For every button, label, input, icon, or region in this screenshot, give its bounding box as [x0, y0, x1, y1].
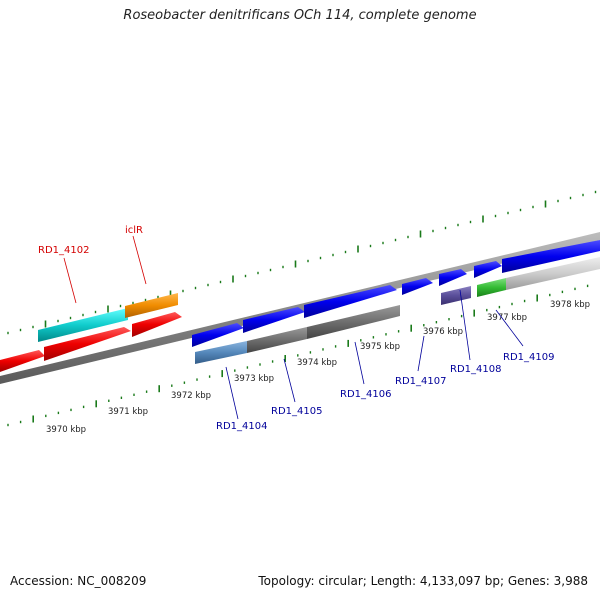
gene-feature: [44, 327, 131, 361]
leader-line: [459, 289, 471, 361]
forward-strand-genes: [0, 240, 600, 372]
accession-text: Accession: NC_008209: [10, 574, 147, 588]
upper-tick-row: [7, 190, 597, 335]
leader-line: [495, 309, 524, 347]
ruler-label: 3976 kbp: [423, 327, 463, 337]
leader-line: [354, 341, 365, 385]
gene-label-rd1-4105: RD1_4105: [271, 406, 322, 417]
ruler-label: 3973 kbp: [234, 374, 274, 384]
gene-feature: [243, 307, 305, 333]
gene-feature: [304, 285, 397, 318]
gene-feature: [307, 305, 400, 339]
ruler-labels: 3970 kbp 3971 kbp 3972 kbp 3973 kbp 3974…: [46, 300, 590, 435]
gene-feature: [192, 323, 244, 347]
gene-label-rd1-4109: RD1_4109: [503, 352, 554, 363]
gene-feature: [247, 327, 307, 353]
gene-feature: [474, 261, 502, 278]
gene-feature: [132, 312, 182, 337]
genome-summary: Topology: circular; Length: 4,133,097 bp…: [258, 574, 588, 588]
leader-line: [225, 366, 239, 420]
gene-feature: [38, 308, 128, 342]
gene-feature: [441, 286, 471, 305]
gene-label-rd1-4104: RD1_4104: [216, 421, 267, 432]
ruler-label: 3978 kbp: [550, 300, 590, 310]
lower-feature-row: [195, 257, 600, 364]
gene-label-iclr: iclR: [125, 225, 143, 236]
ruler-label: 3975 kbp: [360, 342, 400, 352]
ruler-label: 3972 kbp: [171, 391, 211, 401]
ruler-label: 3977 kbp: [487, 313, 527, 323]
leader-line: [283, 358, 296, 403]
gene-feature: [402, 278, 433, 295]
ruler-label: 3974 kbp: [297, 358, 337, 368]
gene-label-rd1-4107: RD1_4107: [395, 376, 446, 387]
ruler-label: 3970 kbp: [46, 425, 86, 435]
gene-feature: [0, 350, 45, 372]
leader-line: [63, 257, 77, 304]
gene-feature: [477, 278, 506, 297]
leader-line: [417, 335, 425, 372]
leader-line: [132, 235, 147, 285]
gene-feature: [439, 269, 467, 286]
gene-feature: [195, 341, 247, 364]
map-title: Roseobacter denitrificans OCh 114, compl…: [123, 8, 477, 23]
ruler-label: 3971 kbp: [108, 407, 148, 417]
genome-backbone: [0, 232, 600, 384]
gene-label-rd1-4108: RD1_4108: [450, 364, 501, 375]
gene-feature: [506, 257, 600, 290]
gene-feature: [502, 240, 600, 273]
gene-label-rd1-4102: RD1_4102: [38, 245, 89, 256]
lower-tick-row: [7, 284, 589, 427]
gene-label-rd1-4106: RD1_4106: [340, 389, 391, 400]
gene-feature: [125, 293, 178, 318]
